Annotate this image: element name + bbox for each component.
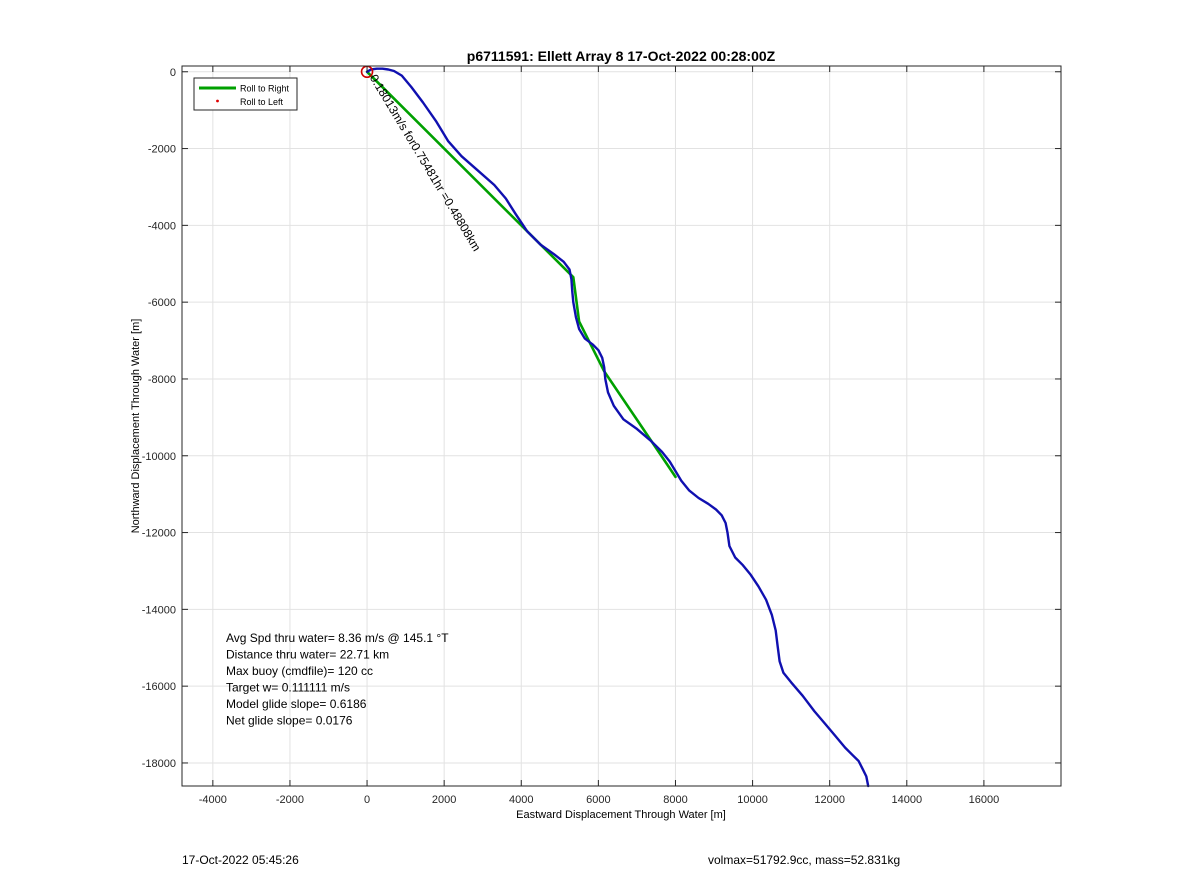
chart-title: p6711591: Ellett Array 8 17-Oct-2022 00:… [467,48,776,64]
stats-box: Avg Spd thru water= 8.36 m/s @ 145.1 °T D… [226,631,449,728]
x-tick-label: 0 [364,794,370,806]
y-tick-label: -18000 [142,758,176,770]
stats-line: Avg Spd thru water= 8.36 m/s @ 145.1 °T [226,631,449,645]
x-tick-label: 8000 [663,794,687,806]
y-tick-label: 0 [170,67,176,79]
x-tick-label: 10000 [737,794,768,806]
x-tick-label: 14000 [891,794,922,806]
y-tick-label: -6000 [148,297,176,309]
stats-line: Distance thru water= 22.71 km [226,648,389,662]
x-tick-label: 4000 [509,794,533,806]
y-tick-label: -4000 [148,220,176,232]
y-tick-label: -10000 [142,451,176,463]
footer-timestamp: 17-Oct-2022 05:45:26 [182,853,299,867]
x-tick-label: -4000 [199,794,227,806]
stats-line: Max buoy (cmdfile)= 120 cc [226,664,373,678]
legend-label-roll-left: Roll to Left [240,97,284,107]
x-tick-label: 16000 [969,794,1000,806]
legend-label-roll-right: Roll to Right [240,84,290,94]
legend-dot-roll-left [216,99,219,103]
ticks: -4000 -2000 0 2000 4000 6000 8000 10000 12000 140… [142,66,1061,806]
trajectory-series-line [365,67,870,788]
x-tick-label: 6000 [586,794,610,806]
x-tick-label: 2000 [432,794,456,806]
stats-line: Net glide slope= 0.0176 [226,714,353,728]
series-layer [365,67,870,788]
y-tick-label: -16000 [142,681,176,693]
y-tick-label: -14000 [142,604,176,616]
stats-line: Target w= 0.111111 m/s [226,681,350,695]
footer-volmax-mass: volmax=51792.9cc, mass=52.831kg [708,853,901,867]
plot-frame [181,65,1062,787]
grid [182,66,1061,786]
x-tick-label: 12000 [814,794,845,806]
y-tick-label: -2000 [148,144,176,156]
legend: Roll to Right Roll to Left [193,77,298,111]
legend-box [193,77,298,111]
x-axis-label: Eastward Displacement Through Water [m] [516,809,726,821]
y-axis-label: Northward Displacement Through Water [m] [130,319,142,534]
plot-area [182,66,1061,786]
y-tick-label: -12000 [142,528,176,540]
y-tick-label: -8000 [148,374,176,386]
stats-line: Model glide slope= 0.6186 [226,697,367,711]
x-tick-label: -2000 [276,794,304,806]
